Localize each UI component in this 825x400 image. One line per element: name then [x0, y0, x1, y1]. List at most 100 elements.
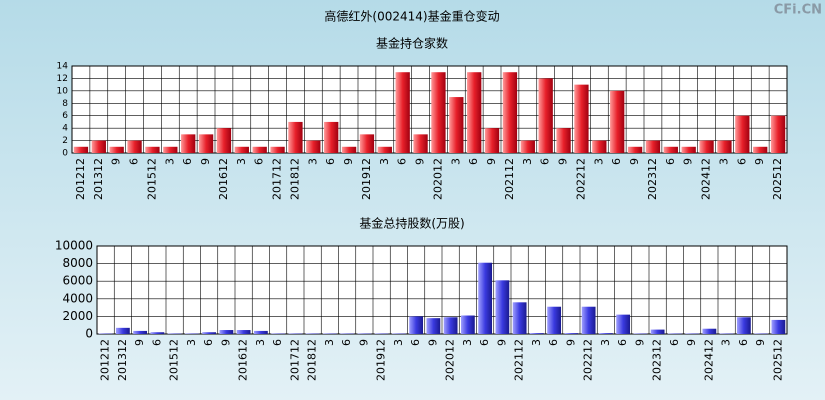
- x-tick-label: 202212: [582, 339, 595, 381]
- bar: [574, 84, 589, 153]
- bar: [502, 72, 518, 153]
- bar: [538, 78, 553, 153]
- bar: [467, 72, 482, 153]
- x-tick-label: 6: [253, 158, 266, 165]
- bar: [341, 146, 357, 153]
- bar: [288, 121, 303, 153]
- bar: [556, 128, 571, 153]
- x-tick-label: 201912: [360, 158, 373, 200]
- y-tick-label: 6000: [62, 274, 93, 288]
- x-tick-label: 6: [547, 339, 560, 346]
- bar: [145, 146, 160, 153]
- x-tick-label: 6: [128, 158, 141, 165]
- x-tick-label: 3: [378, 158, 391, 165]
- x-tick-label: 6: [610, 158, 623, 165]
- x-tick-label: 3: [530, 339, 543, 346]
- bar: [771, 319, 786, 334]
- x-tick-label: 202312: [651, 339, 664, 381]
- x-tick-label: 3: [306, 158, 319, 165]
- x-tick-label: 9: [682, 158, 695, 165]
- x-tick-label: 3: [461, 339, 474, 346]
- bar: [681, 146, 696, 153]
- bar: [395, 72, 410, 153]
- x-tick-label: 3: [720, 339, 733, 346]
- x-tick-label: 3: [163, 158, 176, 165]
- bar: [198, 134, 214, 153]
- x-tick-label: 6: [150, 339, 163, 346]
- x-tick-label: 201312: [92, 158, 105, 200]
- x-tick-label: 9: [753, 158, 766, 165]
- x-tick-label: 202112: [503, 158, 516, 200]
- bar: [253, 330, 268, 334]
- bar: [216, 128, 232, 153]
- x-tick-label: 6: [737, 339, 750, 346]
- bar: [460, 315, 475, 334]
- x-tick-label: 3: [323, 339, 336, 346]
- x-tick-label: 9: [557, 158, 570, 165]
- x-tick-label: 9: [414, 158, 427, 165]
- bar: [529, 333, 544, 334]
- x-tick-label: 201812: [306, 339, 319, 381]
- bar: [645, 140, 661, 153]
- x-tick-label: 9: [357, 339, 370, 346]
- bar: [377, 146, 392, 153]
- x-tick-label: 9: [633, 339, 646, 346]
- x-tick-label: 201712: [288, 339, 301, 381]
- x-tick-label: 9: [199, 158, 212, 165]
- bar: [598, 333, 613, 334]
- y-tick-label: 10: [57, 86, 69, 96]
- x-tick-label: 9: [485, 158, 498, 165]
- x-tick-label: 3: [254, 339, 267, 346]
- bar: [431, 72, 446, 153]
- bar: [512, 302, 527, 334]
- bar: [426, 318, 441, 334]
- x-tick-label: 3: [449, 158, 462, 165]
- x-tick-label: 201312: [116, 339, 129, 381]
- bar: [592, 140, 607, 153]
- bar: [520, 140, 535, 153]
- x-tick-label: 201812: [288, 158, 301, 200]
- x-tick-label: 6: [271, 339, 284, 346]
- bar: [115, 327, 130, 334]
- x-tick-label: 201212: [99, 339, 112, 381]
- x-tick-label: 9: [342, 158, 355, 165]
- bar: [736, 317, 751, 334]
- x-tick-label: 3: [235, 158, 248, 165]
- x-tick-label: 3: [717, 158, 730, 165]
- bar: [627, 146, 643, 153]
- x-tick-label: 6: [735, 158, 748, 165]
- bar: [702, 328, 717, 334]
- x-tick-label: 6: [616, 339, 629, 346]
- bar: [495, 280, 510, 334]
- x-tick-label: 3: [521, 158, 534, 165]
- bar: [150, 332, 165, 334]
- chart-subtitle: 基金总持股数(万股): [359, 216, 464, 231]
- x-tick-label: 202012: [444, 339, 457, 381]
- bar: [663, 146, 678, 153]
- x-tick-label: 6: [181, 158, 194, 165]
- bar: [610, 90, 625, 153]
- y-tick-label: 0: [85, 327, 93, 341]
- x-tick-label: 6: [340, 339, 353, 346]
- y-tick-label: 8000: [62, 256, 93, 270]
- y-tick-label: 8: [62, 99, 68, 109]
- y-tick-label: 4000: [62, 291, 93, 305]
- x-tick-label: 9: [685, 339, 698, 346]
- x-tick-label: 201712: [271, 158, 284, 200]
- bar: [234, 146, 249, 153]
- x-tick-label: 6: [324, 158, 337, 165]
- x-tick-label: 3: [599, 339, 612, 346]
- y-tick-label: 0: [62, 149, 68, 159]
- bar: [109, 146, 124, 153]
- bar: [73, 146, 89, 153]
- y-tick-label: 14: [57, 62, 69, 72]
- bar: [181, 134, 196, 153]
- chart-subtitle: 基金持仓家数: [376, 36, 448, 51]
- y-tick-label: 10000: [55, 239, 93, 253]
- bar: [753, 146, 768, 153]
- bar: [324, 121, 339, 153]
- bar: [547, 306, 562, 334]
- bar: [735, 115, 750, 153]
- bar: [616, 314, 631, 334]
